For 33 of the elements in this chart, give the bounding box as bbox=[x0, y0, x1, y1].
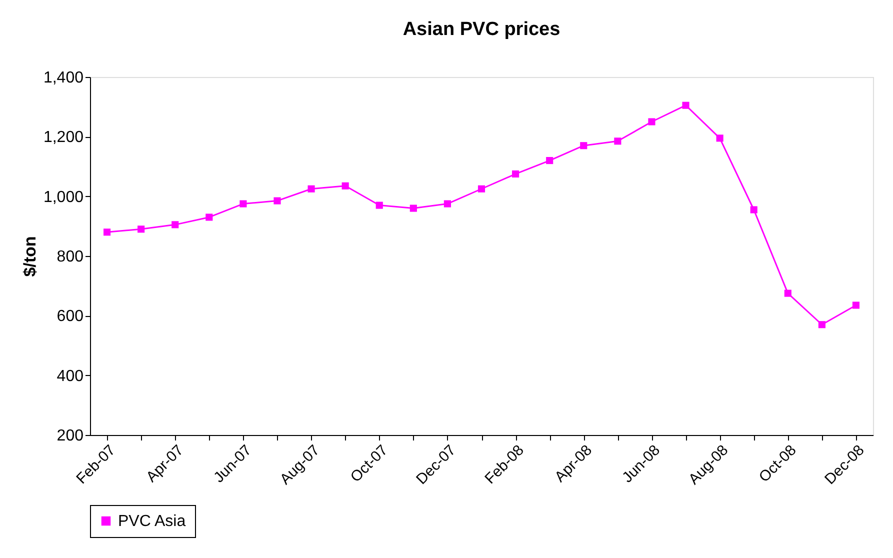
point bbox=[342, 182, 349, 190]
point bbox=[614, 138, 622, 145]
point bbox=[818, 321, 826, 328]
point bbox=[274, 197, 281, 204]
chart-title: Asian PVC prices bbox=[402, 19, 560, 40]
point bbox=[750, 206, 758, 214]
point bbox=[376, 202, 383, 209]
point bbox=[784, 290, 792, 297]
point bbox=[546, 156, 554, 164]
legend-label: PVC Asia bbox=[118, 513, 186, 530]
y-tick-label: 1,400 bbox=[43, 70, 84, 86]
y-tick-label: 800 bbox=[56, 248, 84, 266]
point bbox=[512, 170, 520, 178]
point bbox=[172, 221, 179, 228]
y-tick-label: 600 bbox=[56, 308, 84, 326]
point bbox=[716, 134, 724, 142]
point bbox=[308, 185, 315, 192]
point bbox=[138, 226, 145, 233]
point bbox=[682, 102, 690, 109]
point bbox=[410, 204, 417, 212]
y-tick-label: 1,200 bbox=[43, 129, 84, 146]
point bbox=[852, 302, 860, 309]
point bbox=[478, 185, 486, 192]
y-tick-label: 200 bbox=[56, 428, 84, 444]
point bbox=[240, 200, 247, 208]
point bbox=[206, 214, 213, 221]
y-tick-label: 400 bbox=[56, 368, 84, 385]
point bbox=[580, 142, 588, 150]
y-axis-title: $/ton bbox=[20, 236, 40, 277]
point bbox=[648, 118, 656, 126]
point bbox=[103, 228, 111, 236]
y-tick-label: 1,000 bbox=[43, 188, 84, 206]
point bbox=[444, 200, 451, 208]
